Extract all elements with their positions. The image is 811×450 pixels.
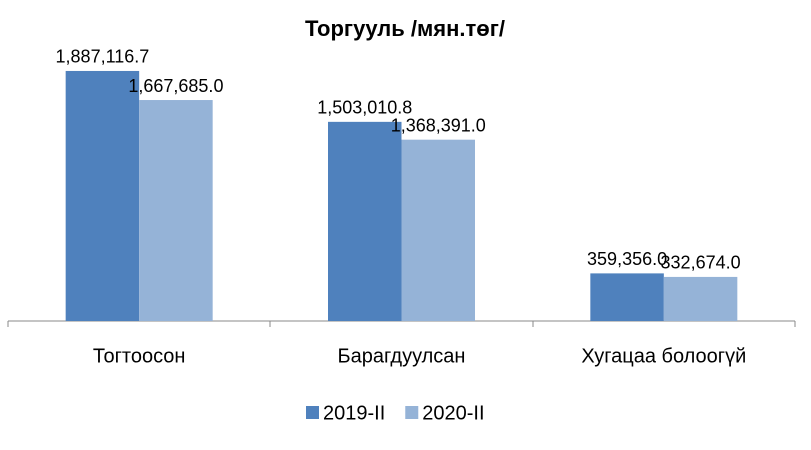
chart-title: Торгууль /мян.төг/ <box>305 16 505 41</box>
legend-label: 2020-II <box>422 402 484 424</box>
bar <box>139 100 213 321</box>
data-label: 1,667,685.0 <box>128 76 223 96</box>
data-label: 359,356.0 <box>587 249 667 269</box>
data-label: 1,503,010.8 <box>317 98 412 118</box>
x-tick-label: Хугацаа болоогүй <box>581 345 746 367</box>
x-tick-label: Барагдуулсан <box>338 345 466 367</box>
bar <box>663 276 738 321</box>
bar <box>590 273 664 321</box>
data-label: 1,887,116.7 <box>56 47 150 67</box>
legend-swatch <box>405 406 419 419</box>
legend-label: 2019-II <box>323 402 385 424</box>
x-tick-label: Тогтоосон <box>93 345 186 367</box>
legend-swatch <box>306 406 319 419</box>
bar <box>65 70 140 322</box>
bar <box>328 121 402 321</box>
data-label: 1,368,391.0 <box>391 115 486 135</box>
bar <box>401 139 475 321</box>
data-label: 332,674.0 <box>661 253 741 273</box>
